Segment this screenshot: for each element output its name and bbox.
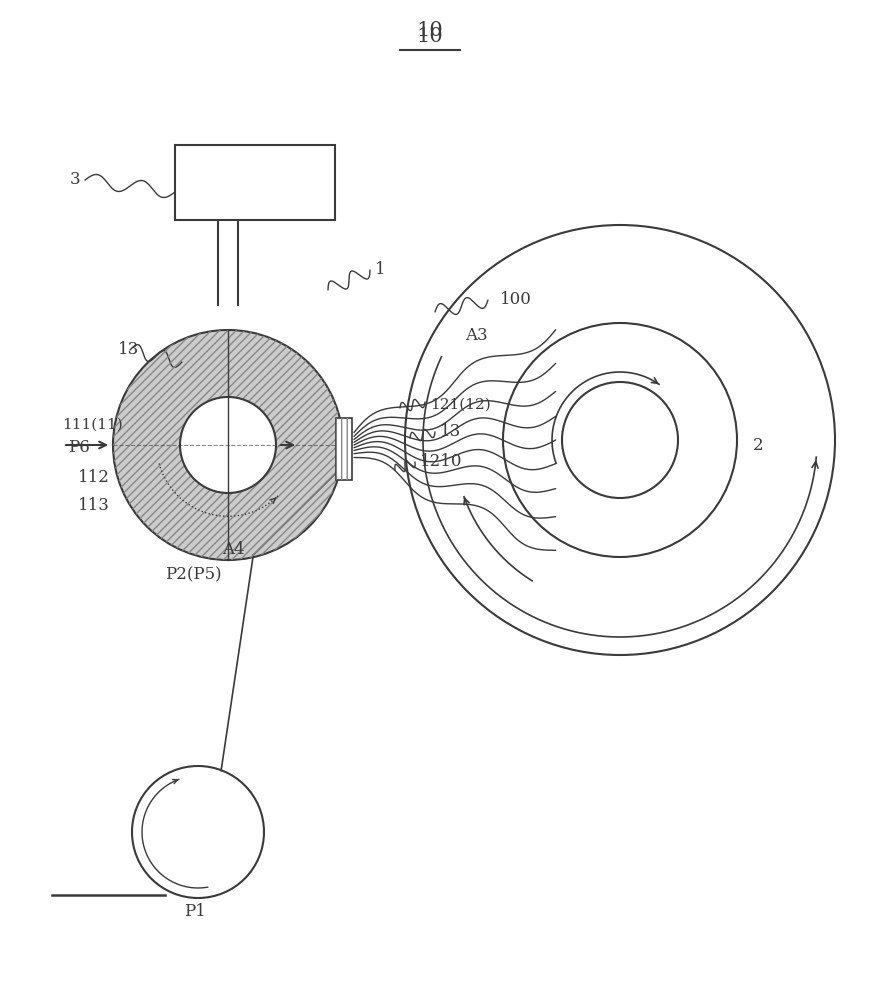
Bar — [336, 418, 352, 480]
Text: 10: 10 — [416, 27, 444, 46]
Circle shape — [113, 330, 343, 560]
Text: A3: A3 — [465, 326, 488, 344]
Text: 13: 13 — [118, 342, 139, 359]
Text: P6: P6 — [68, 438, 90, 456]
Text: 13: 13 — [440, 424, 461, 440]
Text: 1: 1 — [375, 261, 385, 278]
Text: 1210: 1210 — [420, 454, 462, 471]
Text: 111(11): 111(11) — [62, 418, 123, 432]
Bar — [336, 418, 352, 480]
Text: 112: 112 — [78, 470, 110, 487]
Text: 100: 100 — [500, 292, 532, 308]
Text: P1: P1 — [184, 904, 206, 920]
Text: A4: A4 — [222, 542, 244, 558]
Bar — [175, 145, 335, 220]
Text: P2(P5): P2(P5) — [165, 566, 221, 584]
Circle shape — [180, 397, 276, 493]
Text: 3: 3 — [70, 172, 80, 188]
Text: 113: 113 — [78, 496, 110, 514]
Text: 2: 2 — [753, 436, 764, 454]
Text: 10: 10 — [416, 21, 444, 40]
Text: 121(12): 121(12) — [430, 398, 490, 412]
